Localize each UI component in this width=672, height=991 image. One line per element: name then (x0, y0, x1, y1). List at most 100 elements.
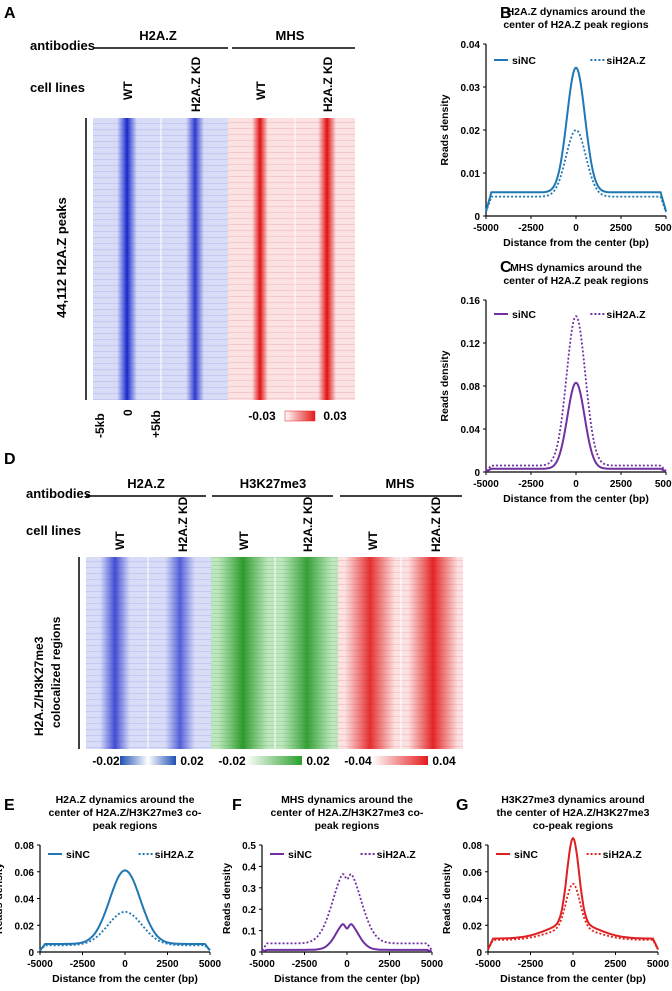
chart-f-ylabel: Reads density (221, 863, 233, 934)
chart-c-legend-0: siNC (512, 309, 536, 321)
chart-f-legend-1: siH2A.Z (377, 849, 417, 861)
panel-a: A antibodies cell lines H2A.Z MHS WT H2A… (4, 5, 355, 438)
chart-c-legend-1: siH2A.Z (606, 309, 646, 321)
chart-b-ylabel: Reads density (439, 94, 451, 165)
axis-tick-0: 0 (121, 409, 135, 416)
chart-f-series-sinc (261, 923, 433, 953)
scale-d-red-max: 0.04 (432, 754, 456, 768)
scale-d-blue-max: 0.02 (180, 754, 204, 768)
chart-e-title-2: peak regions (93, 820, 158, 832)
chart-g-ytick-3: 0.06 (463, 868, 483, 879)
chart-g-ytick-1: 0.02 (463, 921, 483, 932)
heatmap-a-blue-stripe-kd (186, 118, 204, 400)
chart-c-xtick-3: 2500 (610, 479, 633, 490)
chart-f-ytick-0: 0 (250, 948, 256, 959)
chart-e-ytick-1: 0.02 (15, 921, 35, 932)
chart-g-title-2: co-peak regions (533, 820, 614, 832)
panel-letter-f: F (232, 797, 242, 814)
cell-wt-1: WT (121, 81, 135, 100)
group-d-h2az: H2A.Z (127, 476, 165, 491)
chart-g-xtick-4: 5000 (647, 959, 670, 970)
chart-g-xtick-1: -2500 (518, 959, 544, 970)
chart-c-ylabel: Reads density (439, 350, 451, 421)
chart-b-ytick-2: 0.02 (461, 126, 481, 137)
chart-c-xtick-1: -2500 (518, 479, 544, 490)
chart-e-title-0: H2A.Z dynamics around the (56, 794, 195, 806)
chart-e-series-sinc (39, 869, 211, 952)
chart-f-xtick-2: 0 (344, 959, 350, 970)
scale-d-red-min: -0.04 (344, 754, 372, 768)
chart-b-xtick-1: -2500 (518, 223, 544, 234)
chart-g-ytick-2: 0.04 (463, 895, 483, 906)
chart-f-ytick-3: 0.3 (242, 884, 256, 895)
chart-b-xtick-3: 2500 (610, 223, 633, 234)
scale-d-blue-min: -0.02 (92, 754, 120, 768)
cell-lines-label: cell lines (30, 80, 85, 95)
chart-g-title-1: the center of H2A.Z/H3K27me3 (497, 807, 650, 819)
chart-f-title-1: center of H2A.Z/H3K27me3 co- (271, 807, 424, 819)
heatmap-d-green-stripe-wt (218, 557, 268, 749)
chart-f-ytick-4: 0.4 (242, 862, 256, 873)
chart-c-ytick-0: 0 (474, 468, 480, 479)
chart-g-legend-0: siNC (514, 849, 538, 861)
chart-b-ytick-0: 0 (474, 212, 480, 223)
chart-c-ytick-1: 0.04 (461, 425, 481, 436)
chart-e-title-1: center of H2A.Z/H3K27me3 co- (49, 807, 202, 819)
chart-f-series-sih2az (261, 873, 433, 951)
chart-e-ytick-0: 0 (28, 948, 34, 959)
axis-tick-plus5kb: +5kb (149, 410, 163, 438)
chart-g-ytick-4: 0.08 (463, 841, 483, 852)
chart-g-xtick-2: 0 (570, 959, 576, 970)
chart-g-series-sih2az (487, 882, 659, 951)
chart-e-ytick-3: 0.06 (15, 868, 35, 879)
heatmap-d-blue-stripe-wt (100, 557, 130, 749)
chart-b-series-sih2az (485, 129, 667, 213)
chart-f-ytick-5: 0.5 (242, 841, 256, 852)
chart-f-xtick-3: 2500 (378, 959, 401, 970)
chart-b-xtick-0: -5000 (473, 223, 499, 234)
cell-lines-label-d: cell lines (26, 523, 81, 538)
chart-e-series-sih2az (39, 911, 211, 952)
chart-f-title-2: peak regions (315, 820, 380, 832)
chart-b-ytick-4: 0.04 (461, 40, 481, 51)
chart-g-ylabel: Reads density (441, 863, 453, 934)
chart-c-xtick-0: -5000 (473, 479, 499, 490)
chart-b-title-1: center of H2A.Z peak regions (503, 19, 648, 31)
chart-f-ytick-2: 0.2 (242, 905, 256, 916)
chart-g-xtick-3: 2500 (604, 959, 627, 970)
chart-c-xtick-2: 0 (573, 479, 579, 490)
chart-f-title-0: MHS dynamics around the (281, 794, 413, 806)
chart-g-xtick-0: -5000 (475, 959, 501, 970)
heatmap-d-blue-stripe-kd (165, 557, 195, 749)
antibodies-label: antibodies (30, 38, 95, 53)
panel-d: D antibodies cell lines H2A.Z H3K27me3 M… (4, 451, 463, 768)
group-d-mhs: MHS (386, 476, 415, 491)
chart-b-xlabel: Distance from the center (bp) (503, 237, 649, 249)
chart-f-xtick-1: -2500 (292, 959, 318, 970)
chart-c-ytick-4: 0.16 (461, 296, 481, 307)
heatmap-d-red-stripe-kd (408, 557, 458, 749)
scale-d-green-max: 0.02 (306, 754, 330, 768)
chart-c-xtick-4: 5000 (655, 479, 672, 490)
scale-d-green-min: -0.02 (218, 754, 246, 768)
cell-kd-1: H2A.Z KD (189, 56, 203, 112)
chart-g-legend-1: siH2A.Z (603, 849, 643, 861)
chart-c-series-sinc (485, 381, 667, 473)
cell-d-kd-2: H2A.Z KD (301, 496, 315, 552)
scale-a-min: -0.03 (248, 409, 276, 423)
cell-d-wt-2: WT (237, 531, 251, 550)
scale-d-green (246, 756, 302, 765)
cell-d-kd-3: H2A.Z KD (429, 496, 443, 552)
chart-c-title-0: MHS dynamics around the (510, 262, 642, 274)
heatmap-a-red-stripe-kd (318, 118, 336, 400)
heatmap-a-side-label: 44,112 H2A.Z peaks (54, 197, 69, 318)
heatmap-a-red-stripe-wt (252, 118, 268, 400)
scale-d-blue (120, 756, 176, 765)
chart-b-title-0: H2A.Z dynamics around the (507, 6, 646, 18)
scale-a (284, 410, 316, 422)
